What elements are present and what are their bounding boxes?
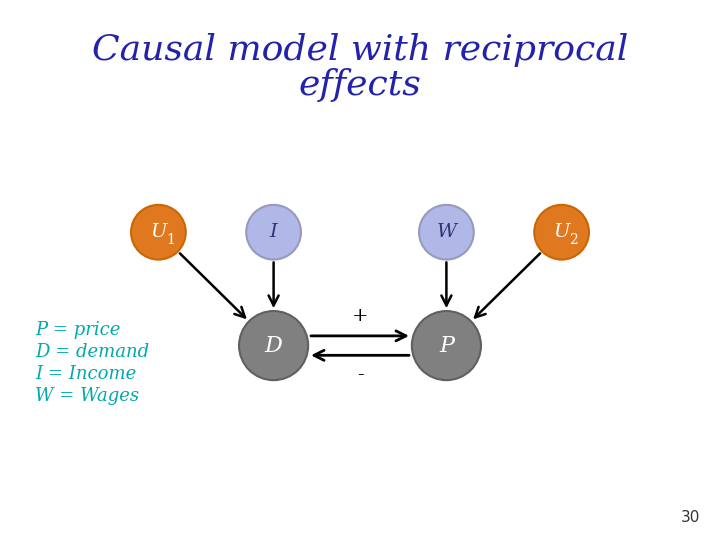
Text: I: I [270, 223, 277, 241]
Text: P = price: P = price [35, 321, 120, 339]
Text: D: D [265, 335, 282, 356]
Circle shape [412, 311, 481, 380]
Text: I = Income: I = Income [35, 365, 136, 383]
Text: 30: 30 [680, 510, 700, 525]
Circle shape [419, 205, 474, 260]
Circle shape [131, 205, 186, 260]
Text: -: - [356, 366, 364, 384]
Text: W: W [436, 223, 456, 241]
Text: P: P [439, 335, 454, 356]
Text: U: U [150, 223, 166, 241]
Text: Causal model with reciprocal: Causal model with reciprocal [92, 33, 628, 67]
Circle shape [239, 311, 308, 380]
Text: D = demand: D = demand [35, 343, 149, 361]
Text: +: + [352, 307, 368, 326]
Text: effects: effects [299, 68, 421, 102]
Text: U: U [554, 223, 570, 241]
Circle shape [246, 205, 301, 260]
Text: 1: 1 [166, 233, 175, 247]
Text: W = Wages: W = Wages [35, 387, 139, 405]
Circle shape [534, 205, 589, 260]
Text: 2: 2 [570, 233, 578, 247]
